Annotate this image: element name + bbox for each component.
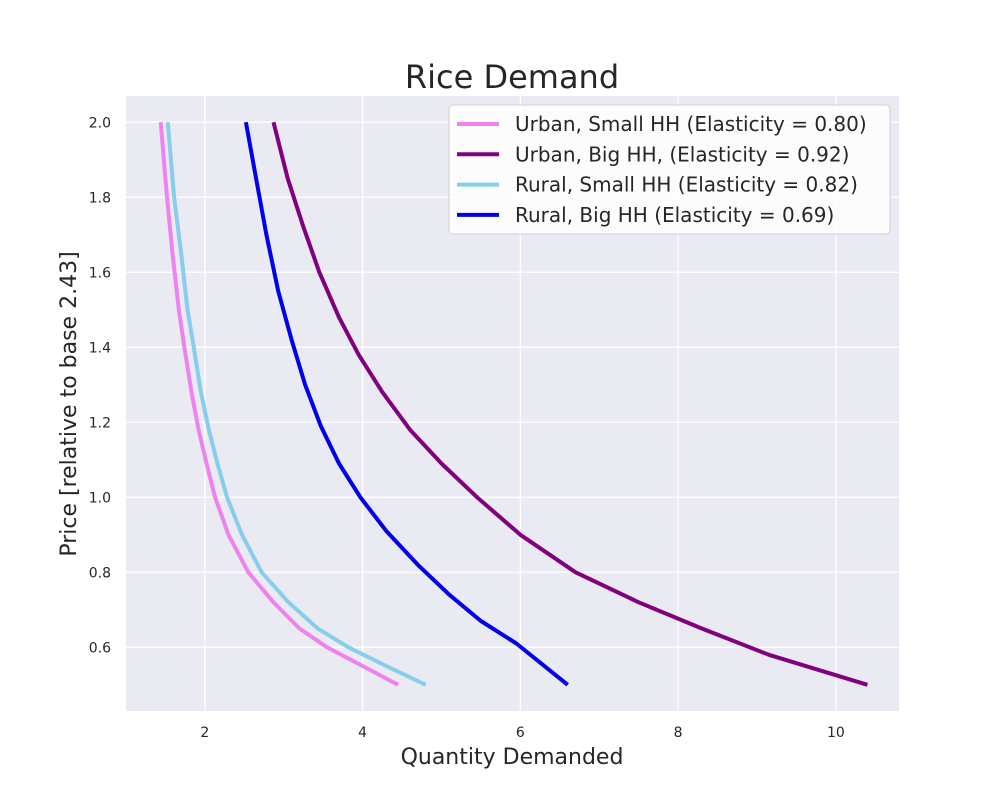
series-line-2 bbox=[271, 121, 868, 687]
y-tick-label: 1.4 bbox=[89, 340, 111, 356]
x-axis-label: Quantity Demanded bbox=[401, 745, 624, 770]
x-tick-label: 10 bbox=[827, 725, 845, 741]
series-line-4 bbox=[243, 121, 569, 687]
y-axis-ticks: 0.6 0.8 1.0 1.2 1.4 1.6 1.8 2.0 bbox=[89, 115, 111, 656]
legend-label: Urban, Big HH, (Elasticity = 0.92) bbox=[515, 142, 849, 166]
legend-label: Rural, Big HH (Elasticity = 0.69) bbox=[515, 203, 834, 227]
y-tick-label: 1.2 bbox=[89, 415, 111, 431]
y-tick-label: 0.8 bbox=[89, 565, 111, 581]
x-axis-ticks: 2 4 6 8 10 bbox=[200, 725, 844, 741]
legend-label: Urban, Small HH (Elasticity = 0.80) bbox=[515, 112, 867, 136]
y-tick-label: 2.0 bbox=[89, 115, 111, 131]
x-tick-label: 4 bbox=[358, 725, 367, 741]
legend-label: Rural, Small HH (Elasticity = 0.82) bbox=[515, 173, 858, 197]
y-tick-label: 0.6 bbox=[89, 640, 111, 656]
x-tick-label: 8 bbox=[674, 725, 683, 741]
x-tick-label: 6 bbox=[516, 725, 525, 741]
series-lines bbox=[158, 121, 868, 687]
series-line-1 bbox=[158, 122, 400, 687]
y-tick-label: 1.8 bbox=[89, 190, 111, 206]
y-axis-label: Price [relative to base 2.43] bbox=[57, 251, 82, 556]
series-line-3 bbox=[165, 122, 427, 687]
legend-box bbox=[448, 104, 891, 235]
chart-title: Rice Demand bbox=[405, 58, 619, 96]
x-tick-label: 2 bbox=[200, 725, 209, 741]
y-tick-label: 1.6 bbox=[89, 265, 111, 281]
legend: Urban, Small HH (Elasticity = 0.80) Urban… bbox=[448, 104, 891, 235]
legend-items: Urban, Small HH (Elasticity = 0.80) Urban… bbox=[457, 112, 867, 227]
y-tick-label: 1.0 bbox=[89, 490, 111, 506]
